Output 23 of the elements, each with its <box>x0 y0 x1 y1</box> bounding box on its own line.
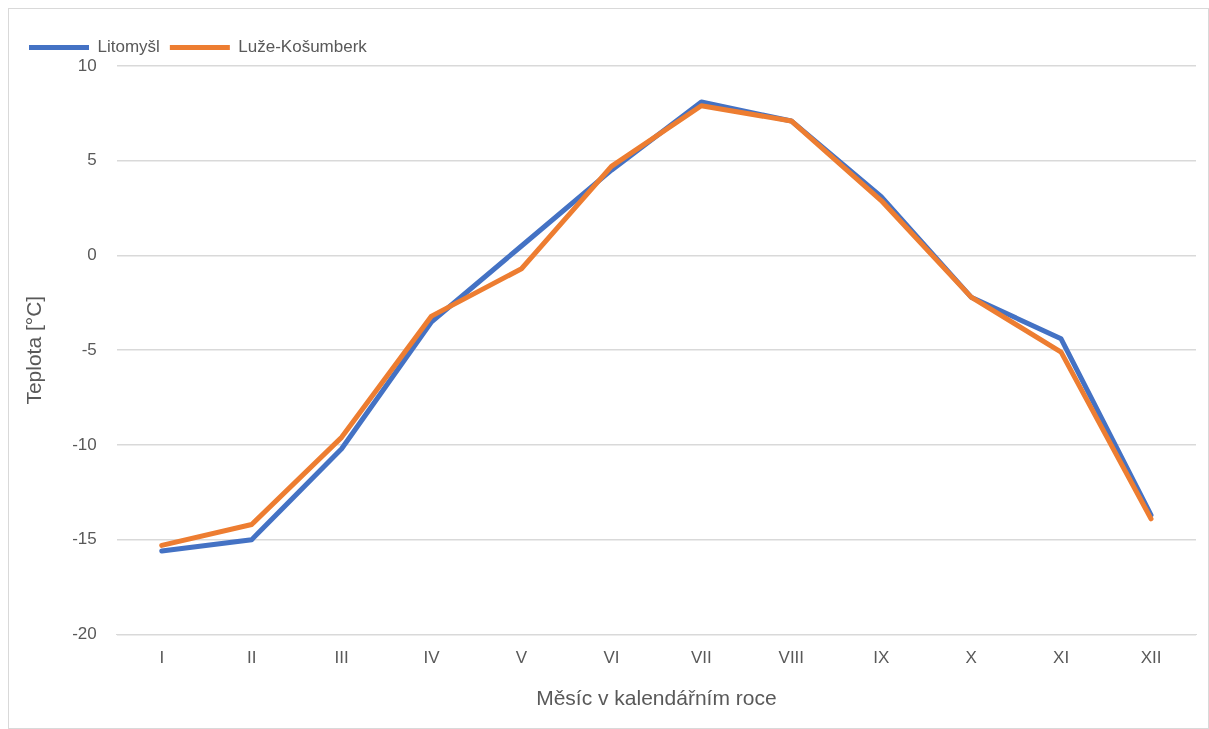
x-tick-label: VII <box>690 648 712 668</box>
x-tick-label: X <box>965 648 977 668</box>
x-tick-label: VIII <box>778 648 805 668</box>
legend-label: Luže-Košumberk <box>238 37 368 57</box>
y-tick-label: 0 <box>87 245 97 265</box>
x-tick-label: II <box>246 648 257 668</box>
x-tick-label: V <box>515 648 528 668</box>
y-tick-label: 10 <box>77 55 97 75</box>
y-tick-label: -10 <box>72 434 97 454</box>
x-tick-label: IX <box>873 648 890 668</box>
y-tick-label: -5 <box>81 339 97 359</box>
y-axis-title: Teplota [°C] <box>22 295 46 405</box>
y-tick-label: 5 <box>87 150 97 170</box>
x-tick-label: III <box>334 648 349 668</box>
x-tick-label: IV <box>423 648 441 668</box>
legend-label: Litomyšl <box>97 37 160 57</box>
y-tick-label: -20 <box>72 624 97 644</box>
x-tick-label: XI <box>1053 648 1070 668</box>
x-tick-label: I <box>159 648 165 668</box>
x-tick-label: XII <box>1140 648 1162 668</box>
x-tick-label: VI <box>603 648 620 668</box>
y-tick-label: -15 <box>72 529 97 549</box>
x-axis-title: Měsíc v kalendářním roce <box>536 686 777 710</box>
